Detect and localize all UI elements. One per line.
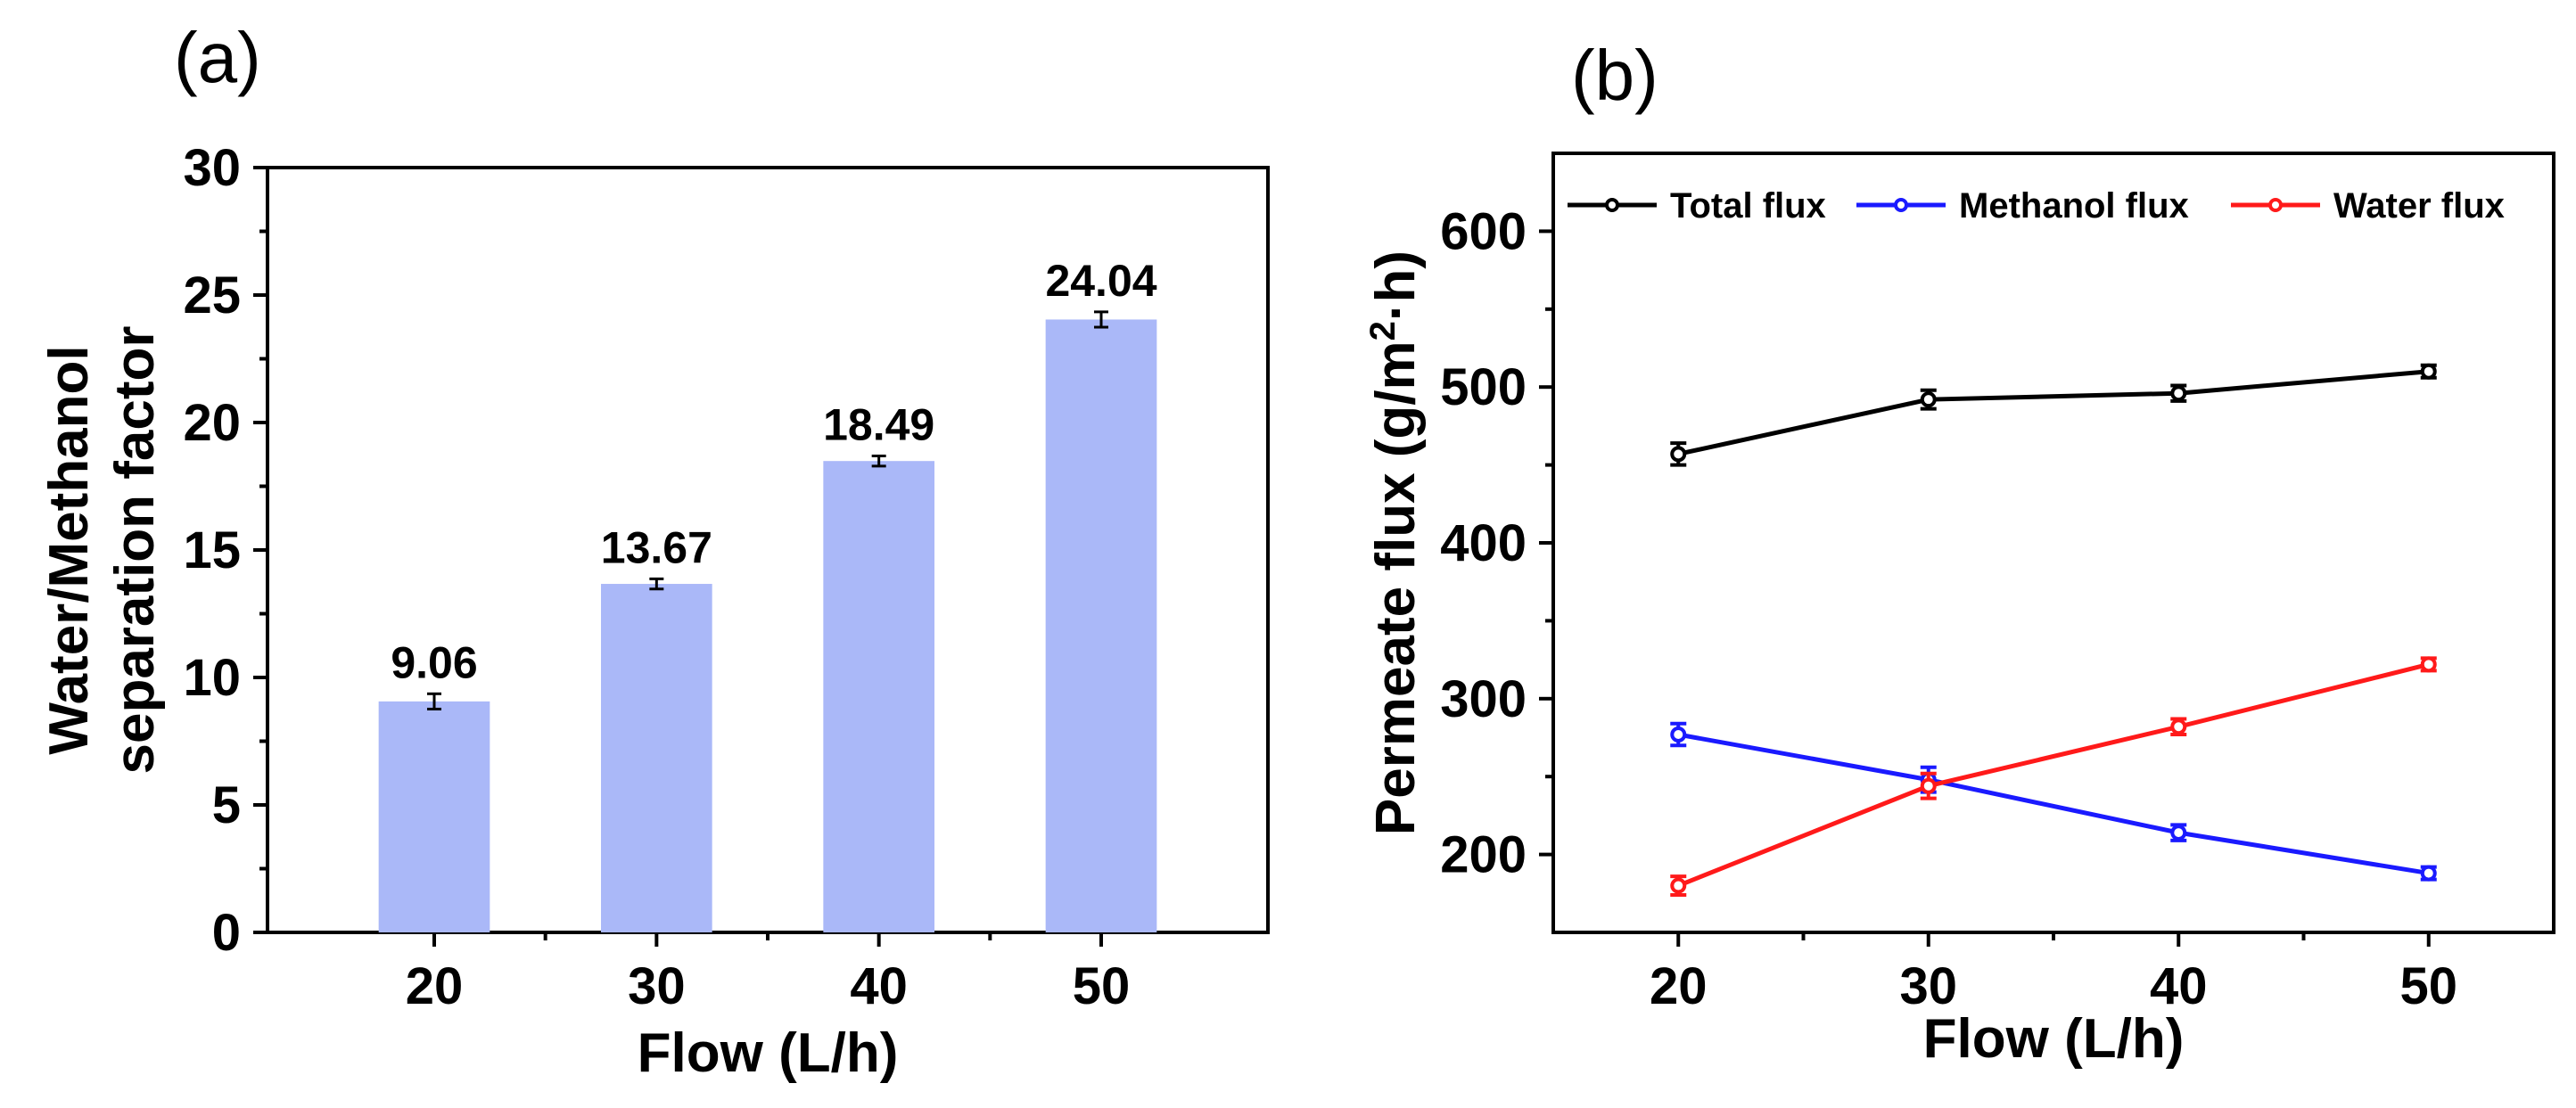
bar-error-50 xyxy=(1094,310,1108,329)
point-methanol-flux-50 xyxy=(2420,865,2437,882)
a-xtick-label-20: 20 xyxy=(406,957,464,1015)
panel-b-series xyxy=(1670,363,2437,898)
bar-value-label-40: 18.49 xyxy=(823,399,934,449)
b-ytick-label-200: 200 xyxy=(1440,826,1527,884)
panel-a-tag: (a) xyxy=(174,18,261,97)
legend-label-total-flux: Total flux xyxy=(1670,186,1826,226)
series-line-water-flux xyxy=(1677,661,2430,888)
b-xtick-label-30: 30 xyxy=(1899,957,1957,1015)
bar-value-label-20: 9.06 xyxy=(391,637,477,687)
legend-marker-total-flux xyxy=(1605,198,1619,212)
b-xtick-label-40: 40 xyxy=(2150,957,2208,1015)
a-ytick-label-5: 5 xyxy=(212,776,241,834)
bar-value-label-50: 24.04 xyxy=(1045,256,1156,306)
legend-item-total-flux: Total flux xyxy=(1568,186,1826,226)
b-ytick-label-500: 500 xyxy=(1440,358,1527,416)
a-xtick-label-40: 40 xyxy=(850,957,908,1015)
series-line-methanol-flux xyxy=(1677,732,2430,876)
bar-value-label-30: 13.67 xyxy=(601,522,712,572)
panel-b-tag: (b) xyxy=(1571,36,1658,115)
series-line-total-flux xyxy=(1677,369,2429,456)
point-total-flux-20 xyxy=(1670,446,1687,463)
panel-b-line-chart: (b) 200 300 400 500 600 20 30 40 50 Total flux M… xyxy=(1363,36,2555,1070)
bar-40 xyxy=(823,461,934,932)
bar-error-40 xyxy=(871,454,886,468)
legend-marker-water-flux xyxy=(2268,198,2283,212)
bar-30 xyxy=(601,584,712,932)
a-xtick-label-50: 50 xyxy=(1073,957,1131,1015)
a-ytick-label-30: 30 xyxy=(183,139,241,197)
panel-a-y-axis-ticks: 0 5 10 15 20 25 30 xyxy=(183,139,267,962)
bar-error-20 xyxy=(427,692,441,710)
series-water-flux xyxy=(1670,656,2437,898)
panel-b-y-axis-ticks: 200 300 400 500 600 xyxy=(1440,202,1553,884)
point-water-flux-40 xyxy=(2170,718,2187,735)
legend-label-methanol-flux: Methanol flux xyxy=(1959,186,2189,226)
legend-item-water-flux: Water flux xyxy=(2231,186,2505,226)
bar-50 xyxy=(1045,319,1157,932)
point-water-flux-20 xyxy=(1670,877,1687,894)
panel-a-y-axis-title-line1: Water/Methanol xyxy=(38,345,100,754)
a-ytick-label-0: 0 xyxy=(212,904,241,962)
legend-marker-methanol-flux xyxy=(1894,198,1908,212)
b-ytick-label-300: 300 xyxy=(1440,670,1527,728)
point-methanol-flux-40 xyxy=(2170,825,2187,841)
panel-a-x-axis-title: Flow (L/h) xyxy=(638,1022,899,1084)
point-methanol-flux-20 xyxy=(1670,726,1687,743)
panel-b-plot-frame xyxy=(1551,152,2555,934)
b-xtick-label-50: 50 xyxy=(2399,957,2457,1015)
bar-20 xyxy=(378,701,490,932)
point-water-flux-30 xyxy=(1920,777,1937,794)
legend-item-methanol-flux: Methanol flux xyxy=(1856,186,2189,226)
point-total-flux-40 xyxy=(2170,385,2187,402)
a-ytick-label-25: 25 xyxy=(183,267,241,324)
b-ytick-label-400: 400 xyxy=(1440,514,1527,572)
b-xtick-label-20: 20 xyxy=(1650,957,1708,1015)
panel-b-legend: Total flux Methanol flux Water flux xyxy=(1568,186,2505,226)
bar-error-30 xyxy=(649,577,664,591)
a-xtick-label-30: 30 xyxy=(628,957,686,1015)
point-total-flux-50 xyxy=(2420,363,2437,380)
panel-b-y-axis-title-sup: 2 xyxy=(1363,321,1403,341)
panel-a-y-axis-title-line2: separation factor xyxy=(104,325,166,774)
panel-b-y-axis-title: Permeate flux (g/m2·h) xyxy=(1363,250,1427,835)
a-ytick-label-10: 10 xyxy=(183,649,241,707)
series-total-flux xyxy=(1670,363,2437,467)
panel-a-bar-chart: (a) 0 5 10 15 20 25 30 20 30 40 50 9.06 13.67 18.49… xyxy=(38,18,1270,1084)
a-ytick-label-15: 15 xyxy=(183,521,241,579)
a-ytick-label-20: 20 xyxy=(183,394,241,452)
point-total-flux-30 xyxy=(1920,391,1937,408)
b-ytick-label-600: 600 xyxy=(1440,202,1527,260)
panel-a-x-axis-ticks: 20 30 40 50 xyxy=(406,932,1131,1015)
series-methanol-flux xyxy=(1670,721,2437,882)
panel-b-y-axis-title-tail: ·h) xyxy=(1365,250,1427,321)
panel-b-x-axis-ticks: 20 30 40 50 xyxy=(1650,932,2457,1015)
panel-b-y-axis-title-main: Permeate flux (g/m xyxy=(1365,341,1427,835)
panel-b-x-axis-title: Flow (L/h) xyxy=(1923,1008,2185,1070)
panel-a-bars: 9.06 13.67 18.49 24.04 xyxy=(378,256,1157,932)
legend-label-water-flux: Water flux xyxy=(2333,186,2505,226)
point-water-flux-50 xyxy=(2420,656,2437,673)
